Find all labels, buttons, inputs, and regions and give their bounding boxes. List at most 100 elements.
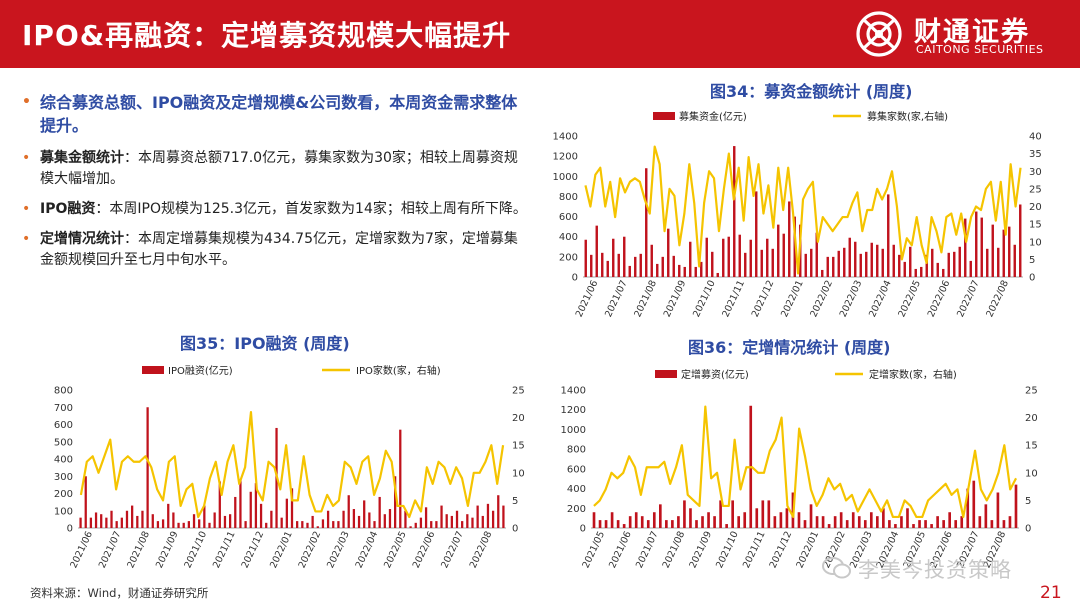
bar — [882, 508, 885, 528]
x-tick-label: 2021/06 — [574, 279, 601, 319]
bar — [285, 498, 288, 528]
bar — [683, 266, 686, 277]
y-right-tick-label: 0 — [1025, 524, 1031, 535]
x-tick-label: 2021/05 — [580, 530, 607, 570]
bar — [948, 512, 951, 528]
bar — [617, 253, 620, 277]
bar — [623, 236, 626, 277]
bullet-text: ：本周募资总额717.0亿元，募集家数为30家；相较上周募资规模大幅增加。 — [40, 150, 518, 187]
bar — [192, 514, 196, 528]
bullet-key: IPO融资 — [40, 201, 96, 217]
x-tick-label: 2021/12 — [768, 530, 795, 570]
legend-bar-swatch — [142, 366, 164, 374]
bar — [797, 512, 801, 528]
bar — [845, 520, 849, 528]
bar — [942, 268, 945, 277]
bar — [177, 522, 180, 528]
bar — [960, 516, 964, 528]
x-tick-label: 2021/07 — [634, 530, 661, 570]
bar — [954, 520, 958, 528]
bar — [991, 224, 994, 277]
bar — [707, 512, 710, 528]
bar — [677, 516, 680, 528]
x-tick-label: 2022/03 — [838, 279, 865, 319]
bar — [1013, 244, 1016, 277]
bar — [612, 238, 615, 277]
bar — [689, 508, 692, 528]
bar — [394, 476, 397, 528]
bar — [404, 510, 407, 528]
bar — [719, 500, 722, 528]
bar — [105, 517, 108, 528]
bar — [958, 246, 961, 277]
series-line — [593, 405, 1018, 519]
bar — [223, 515, 227, 528]
y-right-tick-label: 10 — [1029, 237, 1042, 248]
legend-bar-label: IPO融资(亿元) — [168, 364, 233, 377]
bar — [461, 521, 464, 528]
page-number: 21 — [1040, 583, 1062, 603]
bar — [815, 516, 819, 528]
y-left-tick-label: 200 — [567, 504, 586, 515]
y-right-tick-label: 0 — [1029, 273, 1035, 284]
x-tick-label: 2022/01 — [794, 530, 821, 570]
bullet-text: ：本周定增募集规模为434.75亿元，定增家数为7家，定增募集金额规模回升至七月… — [40, 231, 518, 268]
bar — [414, 522, 417, 528]
y-right-tick-label: 0 — [512, 524, 518, 535]
source-note: 资料来源：Wind，财通证券研究所 — [30, 586, 209, 600]
bar — [804, 253, 807, 277]
x-tick-label: 2022/05 — [382, 530, 409, 570]
bar — [84, 476, 87, 528]
x-tick-label: 2022/02 — [808, 279, 835, 319]
y-left-tick-label: 400 — [567, 484, 586, 495]
bar — [342, 510, 345, 528]
bar — [906, 508, 909, 528]
bar — [584, 239, 587, 277]
bar — [378, 496, 381, 528]
bar — [337, 521, 340, 528]
x-tick-label: 2021/11 — [211, 530, 238, 570]
bar — [79, 517, 82, 528]
bar — [722, 238, 725, 277]
bar — [966, 488, 970, 528]
bar — [700, 261, 703, 277]
bar — [997, 247, 1000, 277]
bar — [326, 510, 330, 528]
bar — [980, 217, 983, 277]
series-line — [79, 410, 505, 519]
y-left-tick-label: 800 — [54, 386, 73, 397]
bar — [892, 244, 895, 277]
bar — [661, 256, 664, 277]
bar — [810, 248, 813, 277]
y-right-tick-label: 20 — [1029, 202, 1042, 213]
figure34-title: 图34：募资金额统计 (周度) — [710, 82, 913, 101]
caitong-logo-mark-icon — [856, 11, 902, 57]
bullet-dot-icon: • — [22, 231, 31, 247]
bar — [793, 216, 796, 277]
y-right-tick-label: 5 — [1029, 255, 1035, 266]
bar — [481, 515, 484, 528]
bar — [975, 211, 978, 277]
y-right-tick-label: 5 — [1025, 496, 1031, 507]
bar — [705, 237, 708, 277]
y-left-tick-label: 0 — [572, 273, 578, 284]
bar — [373, 521, 376, 528]
y-right-tick-label: 20 — [1025, 413, 1038, 424]
bar — [590, 254, 593, 277]
x-tick-label: 2021/09 — [687, 530, 714, 570]
figure36-title: 图36：定增情况统计 (周度) — [688, 338, 891, 357]
y-right-tick-label: 40 — [1029, 132, 1042, 143]
x-tick-label: 2022/03 — [325, 530, 352, 570]
bar — [701, 516, 704, 528]
bar — [738, 234, 741, 277]
bar — [455, 510, 459, 528]
bar — [399, 429, 402, 528]
bar — [996, 492, 1000, 528]
bar — [652, 512, 656, 528]
bar — [628, 516, 632, 528]
bar — [903, 261, 906, 277]
bar — [368, 512, 371, 528]
summary-lead: • 综合募资总额、IPO融资及定增规模&公司数看，本周资金需求整体提升。 — [22, 91, 530, 137]
bar — [936, 262, 939, 277]
legend-line-label: IPO家数(家，右轴) — [356, 364, 441, 377]
